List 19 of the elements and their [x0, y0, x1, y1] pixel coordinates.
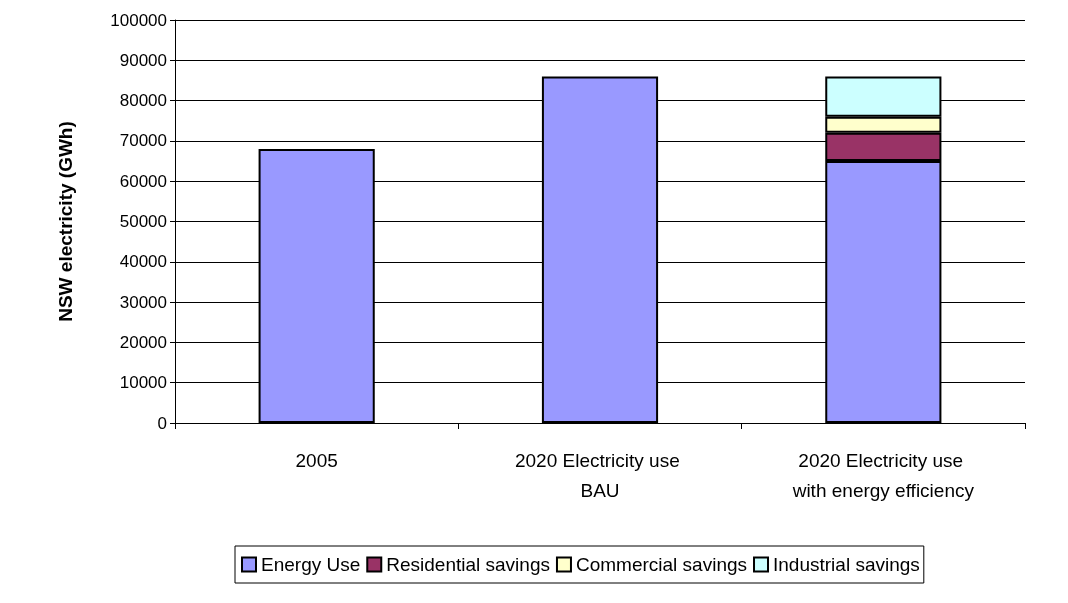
x-tick-label: 2005: [295, 449, 338, 471]
x-tick-label: 2020 Electricity use BAU: [514, 449, 686, 501]
legend-label: Energy Use: [261, 554, 361, 575]
y-tick-label: 20000: [119, 332, 167, 352]
legend-label: Residential savings: [386, 554, 550, 575]
legend-label: Industrial savings: [773, 554, 920, 575]
y-tick-label: 50000: [119, 212, 167, 231]
y-tick-label: 0: [157, 413, 167, 433]
y-tick-label: 30000: [119, 292, 167, 312]
y-tick-label: 80000: [119, 91, 167, 111]
y-tick-label: 60000: [119, 171, 167, 191]
y-tick-label: 10000: [119, 373, 167, 393]
legend-label: Commercial savings: [575, 554, 748, 575]
y-tick-label: 70000: [119, 131, 167, 151]
y-tick-label: 90000: [119, 50, 167, 70]
x-tick-label: 2020 Electricity use with energy efficiency: [791, 449, 975, 501]
y-tick-label: 40000: [119, 252, 167, 272]
y-tick-label: 100000: [110, 10, 167, 30]
y-axis-title: NSW electricity (GWh): [55, 121, 76, 322]
